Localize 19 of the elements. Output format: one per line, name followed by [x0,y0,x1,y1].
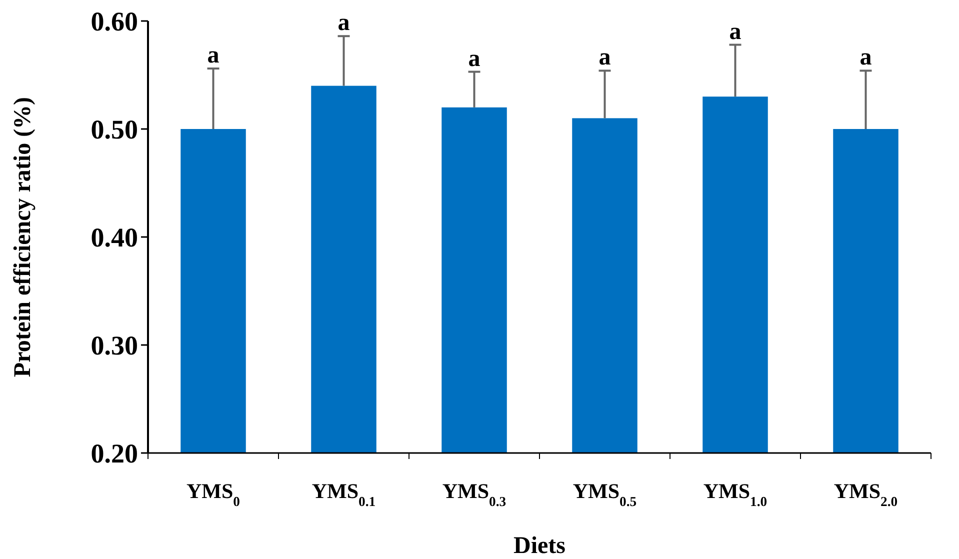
x-tick-label: YMS$_{1.0}$ [703,479,768,508]
y-tick-label: 0.50 [90,114,138,144]
y-tick-label: 0.30 [90,330,138,360]
x-axis-title: Diets [514,533,566,559]
annotation: a [860,44,872,71]
y-axis-title: Protein efficiency ratio (%) [10,96,36,378]
y-tick-label: 0.20 [90,438,138,468]
x-tick-label: YMS$_{0.3}$ [442,479,506,508]
annotation: a [207,42,220,69]
annotation: a [468,46,480,72]
y-tick-label: 0.60 [90,6,138,36]
x-tick-label: YMS$_{0}$ [186,479,240,508]
x-tick-label: YMS$_{0.5}$ [572,479,637,508]
annotation: a [338,10,350,36]
y-tick-label: 0.40 [90,222,138,252]
x-tick-label: YMS$_{0.1}$ [312,479,376,508]
annotation: a [598,44,611,71]
annotation: a [729,18,742,45]
x-tick-label: YMS$_{2.0}$ [834,479,898,508]
